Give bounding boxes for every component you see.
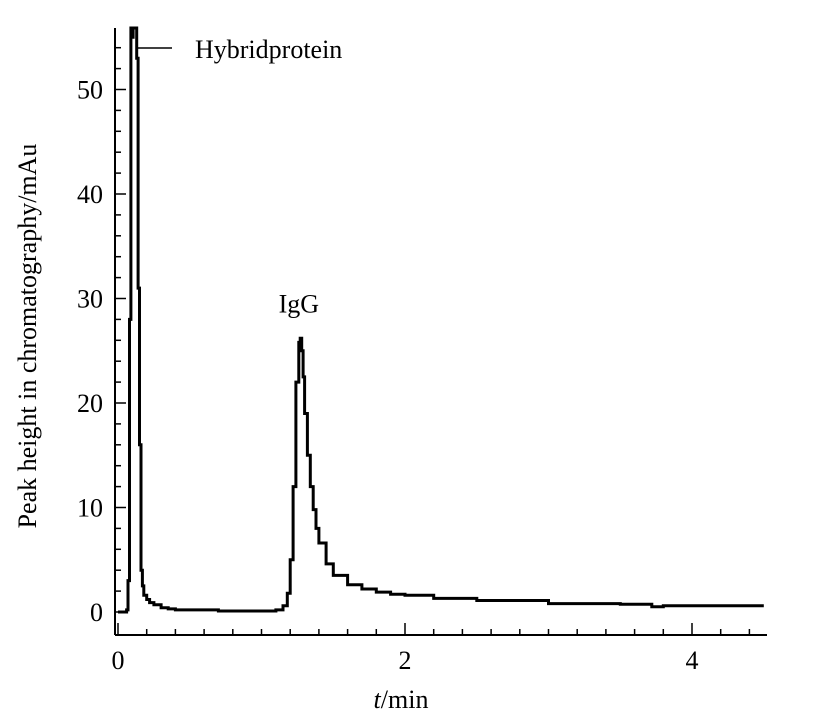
x-axis-label-unit: /min [381,685,429,714]
chromatogram-trace [118,26,764,614]
annotation-igg: IgG [279,290,319,319]
y-tick-label: 50 [77,76,103,105]
x-axis-label-italic: t [374,685,382,714]
x-tick-label: 4 [686,646,699,675]
axes [114,28,767,636]
x-tick-label: 0 [112,646,125,675]
x-tick-label: 2 [399,646,412,675]
annotation-hybridprotein: Hybridprotein [195,35,342,64]
y-tick-label: 40 [77,180,103,209]
ticks [115,46,751,635]
y-tick-label: 30 [77,285,103,314]
y-tick-label: 20 [77,389,103,418]
tick-labels: 0 10 20 30 40 50 0 2 4 [77,76,699,676]
series-group [118,26,764,614]
y-axis-label: Peak height in chromatography/mAu [13,144,42,529]
y-tick-label: 0 [90,598,103,627]
x-axis-label: t/min [374,685,429,714]
y-tick-label: 10 [77,494,103,523]
annotations: Hybridprotein IgG [137,35,342,319]
